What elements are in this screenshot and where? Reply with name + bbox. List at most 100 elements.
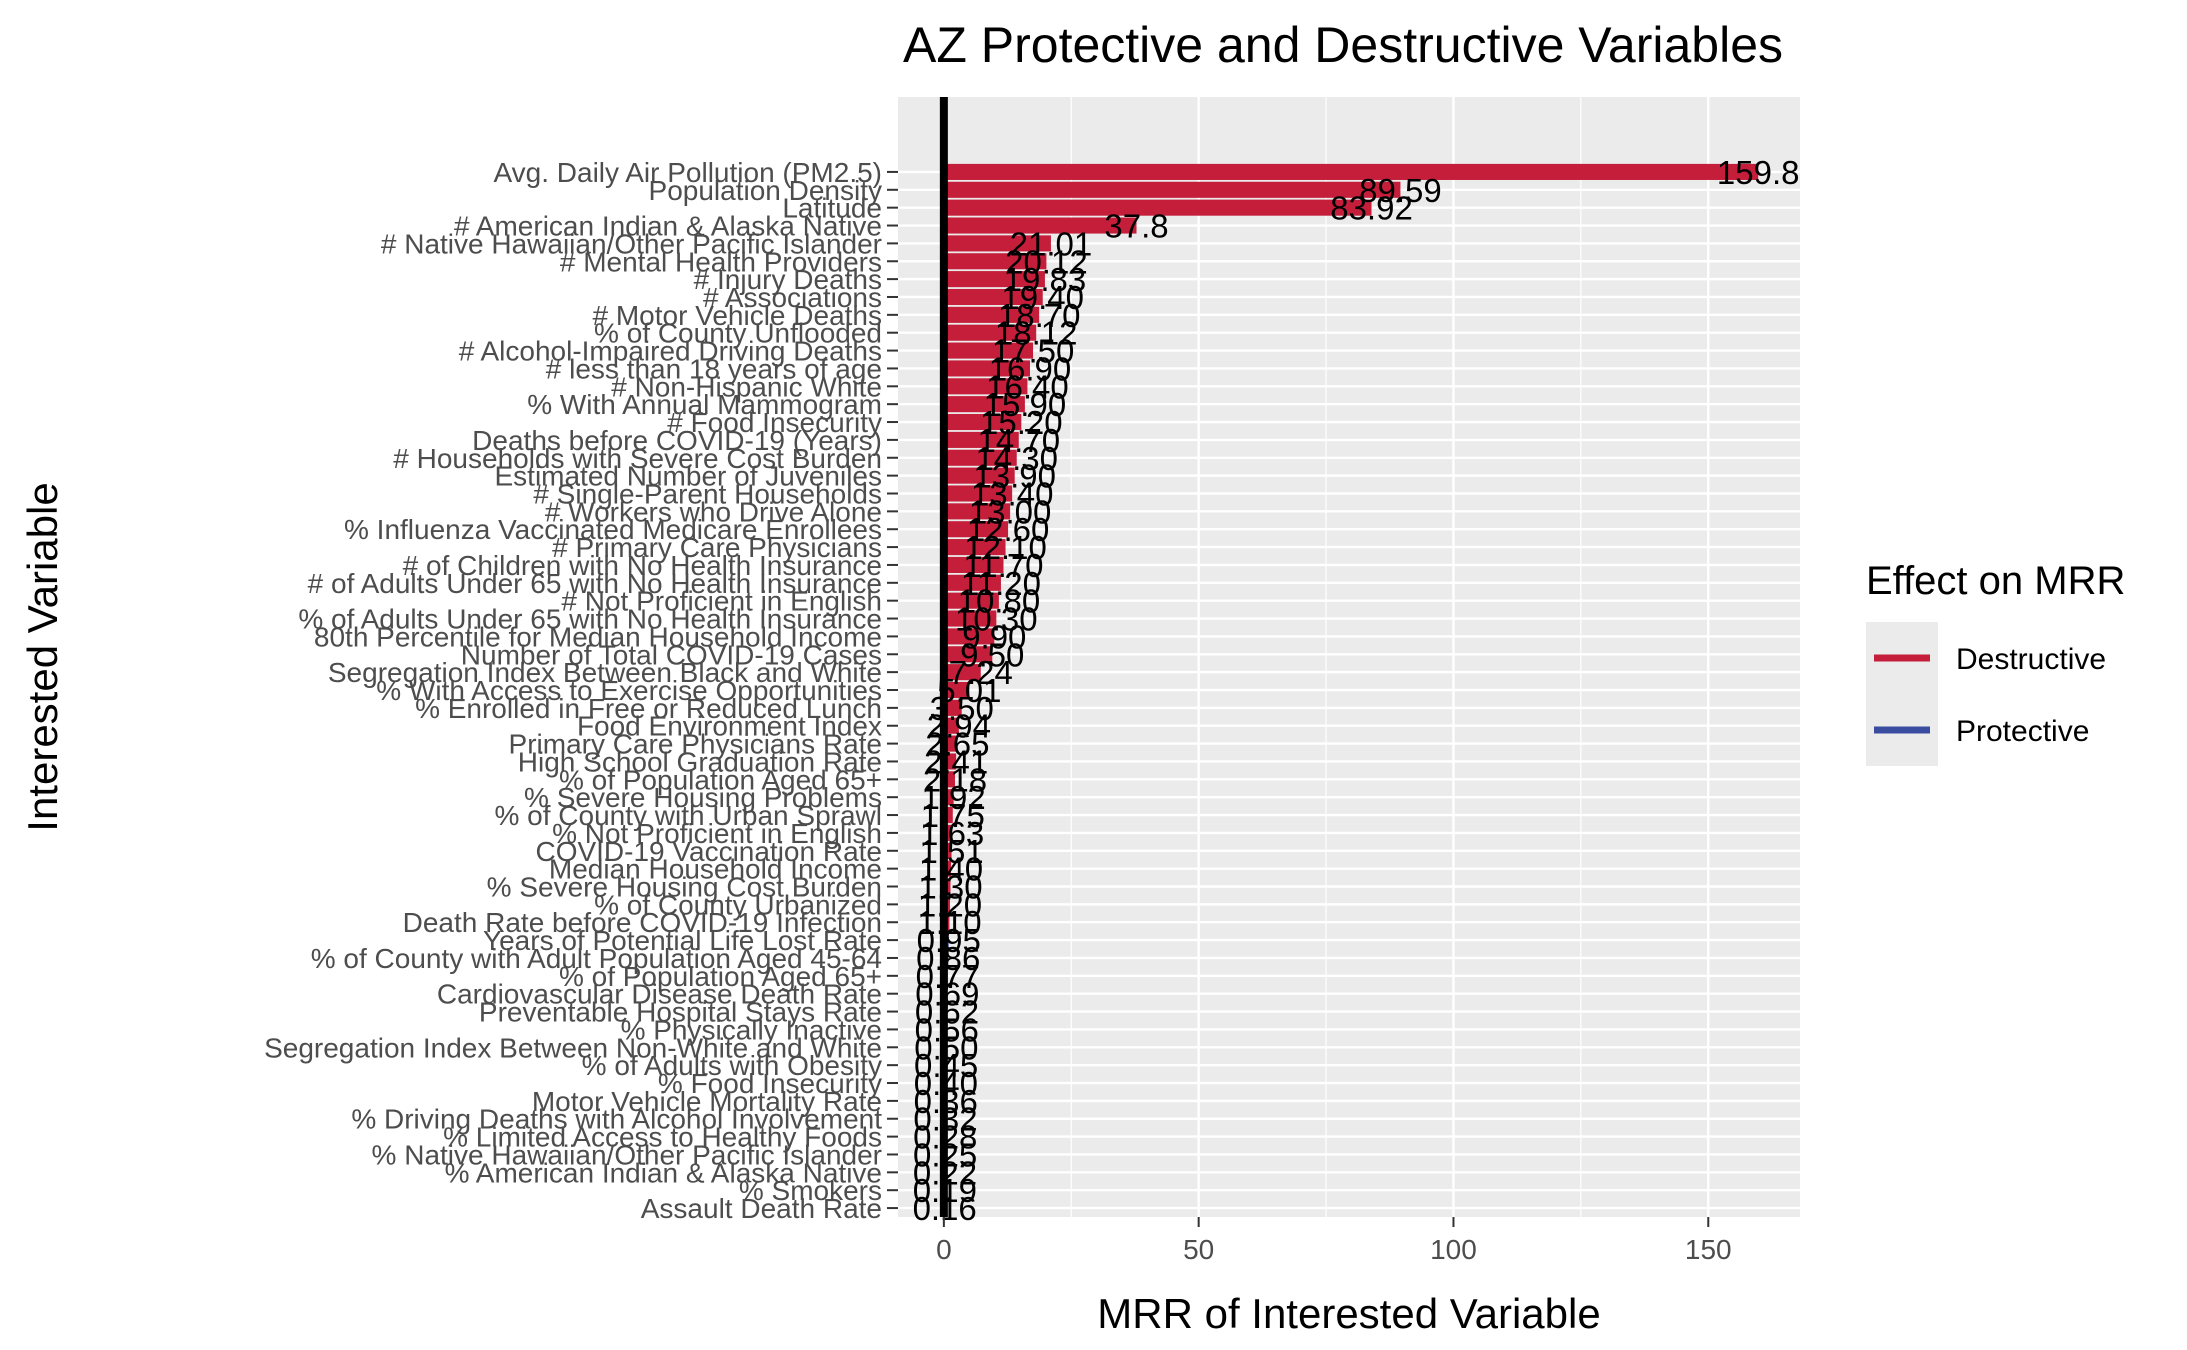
x-tick-label: 150 (1685, 1234, 1732, 1265)
y-tick-label: High School Graduation Rate (518, 746, 882, 777)
chart-title: AZ Protective and Destructive Variables (903, 17, 1783, 73)
legend-title: Effect on MRR (1866, 559, 2125, 603)
y-tick-label: Population Density (649, 175, 882, 206)
data-label: 159.8 (1717, 154, 1800, 191)
data-label: 10.80 (958, 583, 1041, 620)
data-label: 0.25 (913, 1136, 977, 1173)
data-label: 0.32 (913, 1101, 977, 1138)
y-tick-label: Avg. Daily Air Pollution (PM2.5) (493, 157, 882, 188)
data-label: 89.59 (1359, 172, 1442, 209)
data-label: 0.77 (916, 958, 980, 995)
data-label: 12.10 (964, 529, 1047, 566)
data-label: 13.00 (969, 493, 1052, 530)
y-tick-label: % American Indian & Alaska Native (445, 1157, 882, 1188)
bar (943, 324, 1037, 341)
bar (943, 485, 1013, 502)
bar (943, 378, 1028, 395)
bar (943, 789, 954, 806)
data-label: 14.70 (977, 422, 1060, 459)
y-tick-label: Median Household Income (549, 854, 882, 885)
data-label: 19.40 (1001, 279, 1084, 316)
bars (943, 163, 1759, 1217)
y-tick-label: # less than 18 years of age (546, 353, 882, 384)
bar (943, 253, 1047, 270)
data-label: 83.92 (1330, 190, 1413, 227)
bar (943, 539, 1006, 556)
legend-label-protective: Protective (1956, 715, 2089, 748)
data-label: 9.50 (960, 636, 1024, 673)
bar (943, 449, 1017, 466)
data-label: 0.28 (913, 1119, 977, 1156)
y-tick-label: # Not Proficient in English (561, 586, 882, 617)
bar (943, 163, 1759, 180)
y-tick-label: Primary Care Physicians Rate (509, 729, 882, 760)
y-tick-label: Segregation Index Between Non-White and … (264, 1032, 882, 1063)
data-label: 15.20 (980, 404, 1063, 441)
bar (943, 271, 1045, 288)
data-label: 0.69 (915, 976, 979, 1013)
y-tick-label: # Non-Hispanic White (611, 371, 882, 402)
y-tick-label: % of Adults Under 65 with No Health Insu… (298, 604, 882, 635)
x-tick-label: 0 (936, 1234, 952, 1265)
bar (943, 646, 993, 663)
bar (943, 306, 1040, 323)
y-tick-label: % Not Proficient in English (552, 818, 882, 849)
y-tick-label: # Alcohol-Impaired Driving Deaths (459, 336, 882, 367)
bar (943, 610, 997, 627)
data-label: 2.41 (924, 743, 988, 780)
data-label: 0.56 (915, 1011, 979, 1048)
y-tick-label: % Native Hawaiian/Other Pacific Islander (372, 1139, 882, 1170)
y-axis-ticks: Avg. Daily Air Pollution (PM2.5)Populati… (264, 157, 898, 1224)
bar (943, 681, 970, 699)
bar (943, 521, 1009, 538)
data-label: 13.40 (971, 475, 1054, 512)
data-label: 1.63 (920, 815, 984, 852)
data-label: 19.83 (1004, 261, 1087, 298)
bar (943, 181, 1401, 198)
data-label: 7.24 (949, 654, 1013, 691)
bar (943, 574, 1001, 591)
data-label: 1.30 (918, 869, 982, 906)
x-axis-title: MRR of Interested Variable (1097, 1290, 1600, 1337)
y-tick-label: % Severe Housing Problems (524, 782, 882, 813)
data-labels: 159.889.5983.9237.821.0120.1219.8319.401… (913, 154, 1800, 1227)
data-label: 0.62 (915, 994, 979, 1031)
data-label: 37.8 (1104, 208, 1168, 245)
bar (943, 556, 1004, 573)
x-axis-ticks: 0 50 100 150 (936, 1217, 1732, 1265)
data-label: 2.94 (927, 708, 991, 745)
y-tick-label: # Primary Care Physicians (552, 532, 882, 563)
bar (943, 664, 981, 681)
bar (943, 396, 1025, 413)
y-tick-label: % Severe Housing Cost Burden (487, 872, 882, 903)
data-label: 0.95 (917, 922, 981, 959)
y-tick-label: % of Population Aged 65+ (559, 961, 882, 992)
y-tick-label: Segregation Index Between Black and Whit… (328, 657, 882, 688)
data-label: 1.92 (922, 779, 986, 816)
data-label: 1.51 (919, 833, 983, 870)
data-label: 0.22 (913, 1154, 977, 1191)
data-label: 15.90 (984, 386, 1067, 423)
y-tick-label: % Limited Access to Healthy Foods (443, 1122, 882, 1153)
y-tick-label: % of County with Urban Sprawl (494, 800, 882, 831)
data-label: 0.86 (916, 940, 980, 977)
data-label: 16.90 (989, 350, 1072, 387)
data-label: 20.12 (1005, 243, 1088, 280)
data-label: 11.70 (963, 547, 1043, 584)
data-label: 0.45 (914, 1047, 978, 1084)
y-tick-label: Motor Vehicle Mortality Rate (532, 1086, 882, 1117)
y-tick-label: Cardiovascular Disease Death Rate (437, 979, 882, 1010)
y-tick-label: # Food Insecurity (667, 407, 882, 438)
data-label: 9.90 (962, 618, 1026, 655)
y-tick-label: Latitude (782, 193, 882, 224)
y-tick-label: # Workers who Drive Alone (545, 496, 882, 527)
y-tick-label: Food Environment Index (577, 711, 882, 742)
data-label: 1.20 (918, 886, 982, 923)
bar (943, 413, 1022, 431)
y-tick-label: % of Population Aged 65+ (559, 764, 882, 795)
data-label: 1.40 (919, 851, 983, 888)
y-tick-label: % Driving Deaths with Alcohol Involvemen… (351, 1104, 882, 1135)
y-tick-label: % of County Urbanized (594, 889, 882, 920)
legend: Effect on MRR Destructive Protective (1866, 559, 2125, 766)
